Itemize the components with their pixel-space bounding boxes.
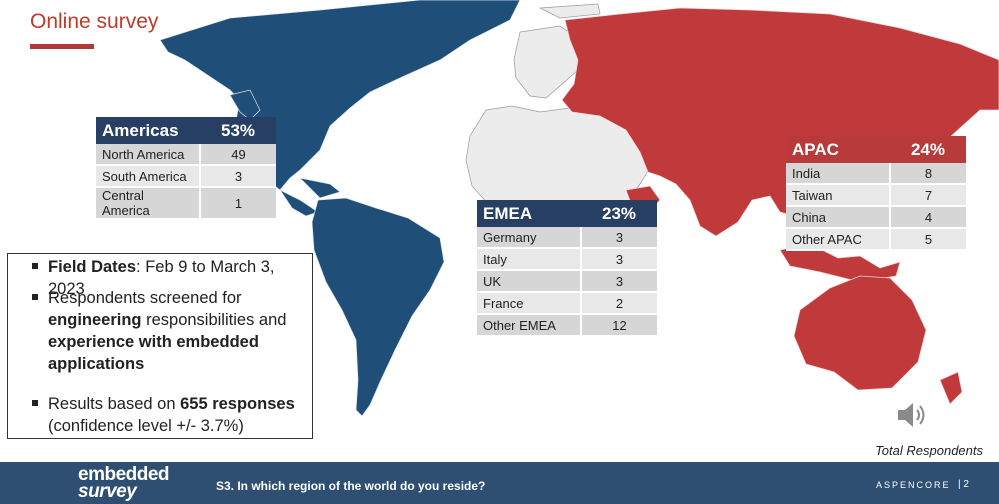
title-underline [30,44,94,49]
table-row: UK 3 [477,270,657,293]
row-label: Other APAC [786,228,891,251]
page-title: Online survey [30,10,159,33]
table-row: France 2 [477,292,657,315]
row-label: Other EMEA [477,314,582,337]
speaker-icon[interactable] [896,400,930,430]
row-label: Taiwan [786,184,891,207]
logo-embedded: embedded [78,464,170,485]
row-value: 1 [200,187,276,220]
table-row: Germany 3 [477,227,657,249]
survey-question: S3. In which region of the world do you … [216,479,486,493]
table-row: North America 49 [96,144,276,166]
table-row: Italy 3 [477,248,657,271]
row-label: Central America [96,187,201,220]
row-value: 3 [581,248,657,271]
field-dates-label: Field Dates [48,258,137,276]
apac-header: APAC [786,136,890,163]
total-respondents-label: Total Respondents [875,443,983,458]
apac-table: APAC 24% India 8 Taiwan 7 China 4 Other APA… [786,136,966,251]
row-value: 2 [581,292,657,315]
table-row: South America 3 [96,165,276,188]
bullet-icon [32,263,38,269]
table-row: Taiwan 7 [786,184,966,207]
table-row: India 8 [786,163,966,185]
row-label: Germany [477,227,582,249]
row-value: 3 [581,227,657,249]
americas-header: Americas [96,117,200,144]
list-item: Results based on 655 responses (confiden… [32,393,308,437]
results-count: 655 responses [180,395,295,413]
row-label: France [477,292,582,315]
confidence-text: (confidence level +/- 3.7%) [48,417,244,435]
emea-percent: 23% [581,200,657,227]
brand-name: ASPENCORE [876,480,951,490]
table-row: Other APAC 5 [786,228,966,251]
list-item: Field Dates: Feb 9 to March 3, 2023 [32,256,308,300]
page-number: | 2 [958,479,969,490]
logo-survey: survey [78,481,137,502]
row-label: North America [96,144,201,166]
apac-percent: 24% [890,136,966,163]
row-label: China [786,206,891,229]
screened-bold-experience: experience with embedded applications [48,333,259,373]
americas-percent: 53% [200,117,276,144]
results-text: Results based on [48,395,181,413]
bullet-icon [32,400,38,406]
table-row: China 4 [786,206,966,229]
row-value: 5 [890,228,966,251]
screened-text: Respondents screened for [48,289,242,307]
screened-text-mid: responsibilities and [141,311,287,329]
footer-bar [0,462,999,504]
row-label: India [786,163,891,185]
survey-info-box: Field Dates: Feb 9 to March 3, 2023 Resp… [7,253,313,439]
table-row: Other EMEA 12 [477,314,657,337]
row-value: 49 [200,144,276,166]
row-label: UK [477,270,582,293]
screened-bold-engineering: engineering [48,311,142,329]
emea-header: EMEA [477,200,581,227]
list-item: Respondents screened for engineering res… [32,287,308,375]
bullet-icon [32,294,38,300]
emea-table: EMEA 23% Germany 3 Italy 3 UK 3 France 2 Oth… [477,200,657,337]
row-value: 4 [890,206,966,229]
field-dates-value: : Feb 9 to March 3, 2023 [48,258,275,298]
row-label: South America [96,165,201,188]
table-row: Central America 1 [96,187,276,220]
row-value: 3 [200,165,276,188]
row-value: 8 [890,163,966,185]
row-label: Italy [477,248,582,271]
row-value: 12 [581,314,657,337]
row-value: 7 [890,184,966,207]
row-value: 3 [581,270,657,293]
americas-table: Americas 53% North America 49 South Ameri… [96,117,276,220]
